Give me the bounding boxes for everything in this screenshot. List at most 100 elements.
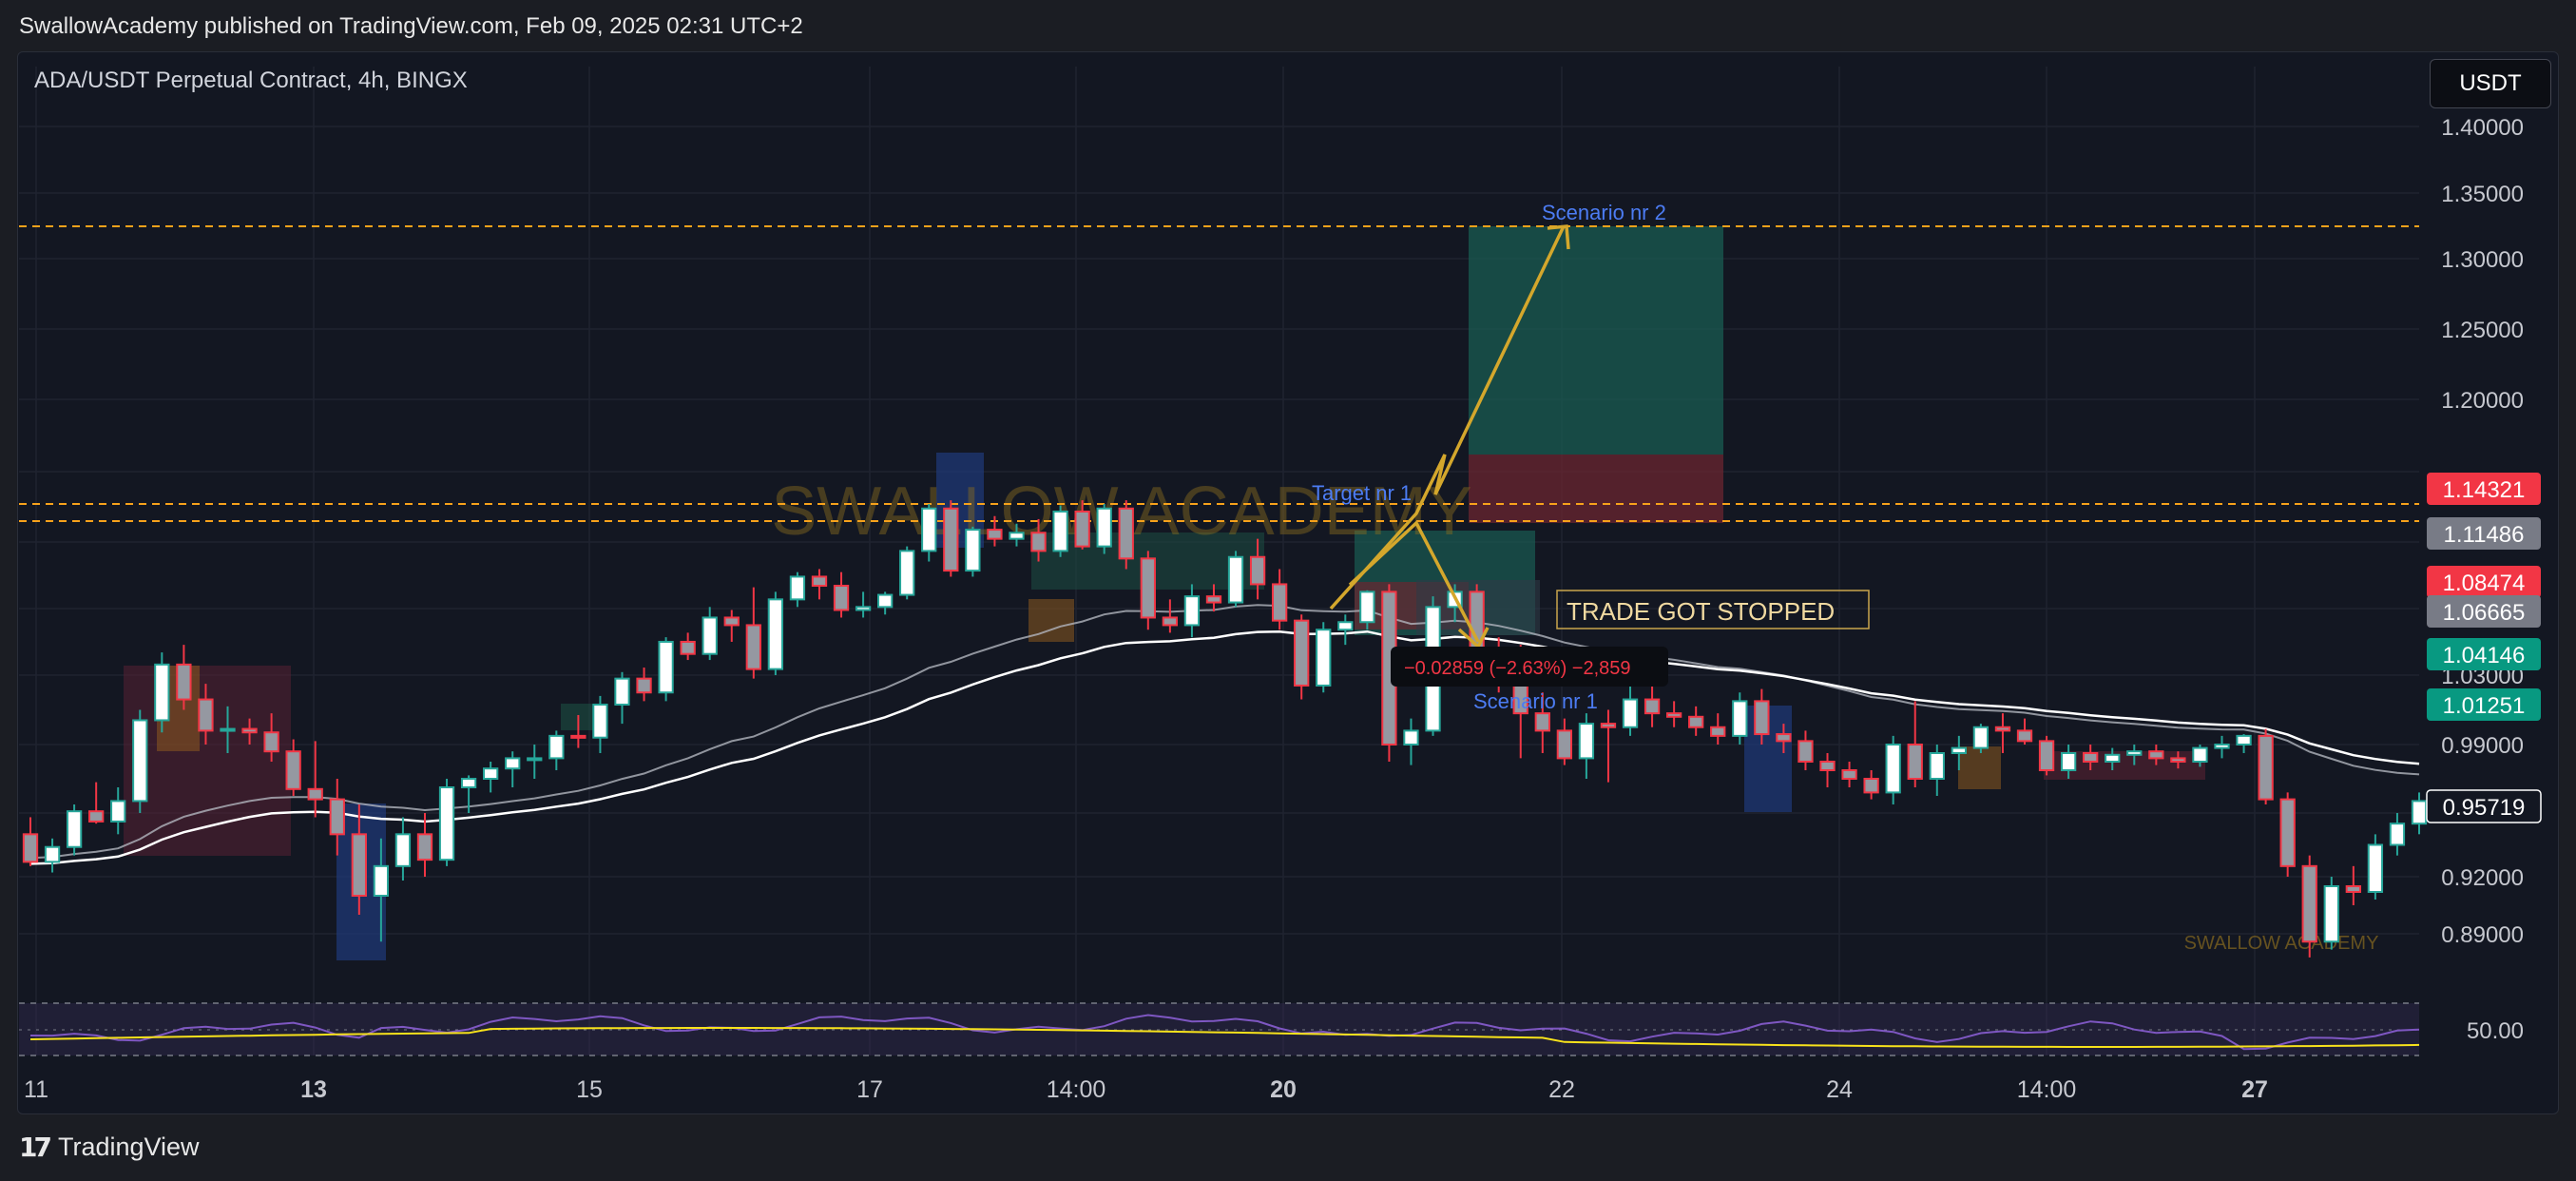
symbol-title[interactable]: ADA/USDT Perpetual Contract, 4h, BINGX bbox=[34, 68, 468, 93]
candle-body bbox=[373, 864, 390, 897]
candle-body bbox=[833, 585, 850, 611]
candle-body bbox=[548, 734, 565, 760]
price-label-box bbox=[2427, 473, 2541, 505]
price-label-box bbox=[2426, 789, 2542, 823]
candle-body bbox=[176, 663, 192, 701]
candle-body bbox=[1841, 769, 1857, 780]
trade-stopped-box bbox=[1556, 590, 1870, 629]
candle-body bbox=[88, 810, 105, 823]
candle-body bbox=[2389, 823, 2406, 846]
candle-body bbox=[811, 575, 828, 588]
currency-button[interactable]: USDT bbox=[2430, 59, 2551, 108]
measure-label: −0.02859 (−2.63%) −2,859 bbox=[1404, 658, 1631, 679]
candle-body bbox=[2214, 744, 2230, 749]
candle-body bbox=[1294, 619, 1310, 687]
price-tick: 1.40000 bbox=[2441, 115, 2524, 141]
trade-stopped-label: TRADE GOT STOPPED bbox=[1567, 597, 1835, 626]
candle-body bbox=[745, 624, 761, 670]
price-label: 1.08474 bbox=[2443, 571, 2526, 596]
candle-body bbox=[1929, 752, 1945, 780]
footer-brand[interactable]: 𝟭𝟳 TradingView bbox=[19, 1132, 200, 1163]
footer-brand-label: TradingView bbox=[57, 1133, 200, 1161]
candle-body bbox=[154, 663, 170, 722]
candle-body bbox=[1227, 555, 1244, 604]
candle-body bbox=[876, 593, 894, 609]
measure-label-box bbox=[1391, 647, 1668, 687]
time-tick: 14:00 bbox=[2017, 1076, 2077, 1103]
candle-body bbox=[438, 786, 455, 862]
candle-body bbox=[1622, 698, 1639, 728]
price-tick: 1.35000 bbox=[2441, 182, 2524, 207]
candle-body bbox=[1205, 595, 1222, 604]
candle-body bbox=[789, 575, 806, 601]
rsi-value-label: 50.00 bbox=[2467, 1018, 2524, 1044]
candle-body bbox=[943, 507, 959, 572]
candle-body bbox=[1337, 621, 1354, 631]
candle-body bbox=[1710, 726, 1726, 737]
candle-body bbox=[965, 529, 981, 572]
candle-body bbox=[636, 677, 652, 694]
candle-body bbox=[2105, 753, 2121, 763]
time-tick: 27 bbox=[2241, 1076, 2268, 1103]
candle-body bbox=[241, 727, 258, 734]
candle-body bbox=[767, 598, 784, 670]
candle-body bbox=[505, 757, 521, 770]
candle-body bbox=[483, 767, 499, 781]
candle-body bbox=[394, 833, 412, 867]
candle-body bbox=[2016, 729, 2033, 743]
candle-body bbox=[1556, 729, 1573, 760]
candle-body bbox=[1797, 740, 1814, 763]
candle-body bbox=[1578, 723, 1595, 760]
candle-body bbox=[1688, 715, 1704, 728]
candle-body bbox=[1754, 700, 1770, 736]
candle-body bbox=[1249, 555, 1266, 586]
scenario-arrow-head bbox=[1547, 224, 1570, 250]
candle-body bbox=[592, 704, 608, 739]
candle-body bbox=[22, 833, 39, 863]
price-label: 1.14321 bbox=[2443, 477, 2526, 503]
candle-body bbox=[702, 616, 718, 655]
candle-body bbox=[1052, 510, 1068, 552]
candle-body bbox=[329, 798, 345, 836]
ema-slow bbox=[29, 604, 2420, 860]
candle-body bbox=[1096, 507, 1112, 548]
candle-body bbox=[66, 810, 83, 848]
candle-body bbox=[658, 640, 674, 694]
price-tick: 0.92000 bbox=[2441, 865, 2524, 891]
price-label-box bbox=[2427, 638, 2541, 670]
candle-body bbox=[110, 800, 126, 823]
candle-body bbox=[987, 529, 1003, 540]
orderblock-red bbox=[124, 666, 291, 856]
price-label: 1.04146 bbox=[2443, 643, 2526, 668]
candle-body bbox=[1403, 729, 1419, 746]
candle-body bbox=[2083, 752, 2099, 763]
time-tick: 24 bbox=[1826, 1076, 1853, 1103]
price-label: 0.95719 bbox=[2443, 795, 2526, 821]
candle-body bbox=[1972, 726, 1990, 749]
chart-frame[interactable] bbox=[17, 51, 2559, 1114]
scenario-arrow-down bbox=[1348, 520, 1480, 643]
moving-averages bbox=[29, 604, 2420, 865]
candle-body bbox=[132, 719, 148, 803]
time-tick: 17 bbox=[856, 1076, 883, 1103]
candle-body bbox=[2170, 757, 2186, 764]
publish-line: SwallowAcademy published on TradingView.… bbox=[19, 13, 803, 39]
time-tick: 22 bbox=[1548, 1076, 1575, 1103]
rsi-pane bbox=[19, 1002, 2420, 1056]
time-tick: 20 bbox=[1270, 1076, 1297, 1103]
candle-body bbox=[1316, 629, 1332, 687]
candle-body bbox=[2126, 750, 2143, 756]
candle-body bbox=[1951, 746, 1967, 754]
price-label-box bbox=[2427, 566, 2541, 598]
candle-body bbox=[1030, 532, 1047, 552]
price-label-box bbox=[2427, 595, 2541, 628]
candle-body bbox=[2258, 734, 2274, 801]
candle-body bbox=[614, 677, 630, 707]
candle-body bbox=[1644, 698, 1661, 715]
candle-body bbox=[1665, 712, 1682, 718]
long-target-zone bbox=[1469, 226, 1723, 455]
candle-body bbox=[307, 787, 323, 801]
candle-body bbox=[1732, 700, 1748, 737]
time-tick: 13 bbox=[300, 1076, 327, 1103]
